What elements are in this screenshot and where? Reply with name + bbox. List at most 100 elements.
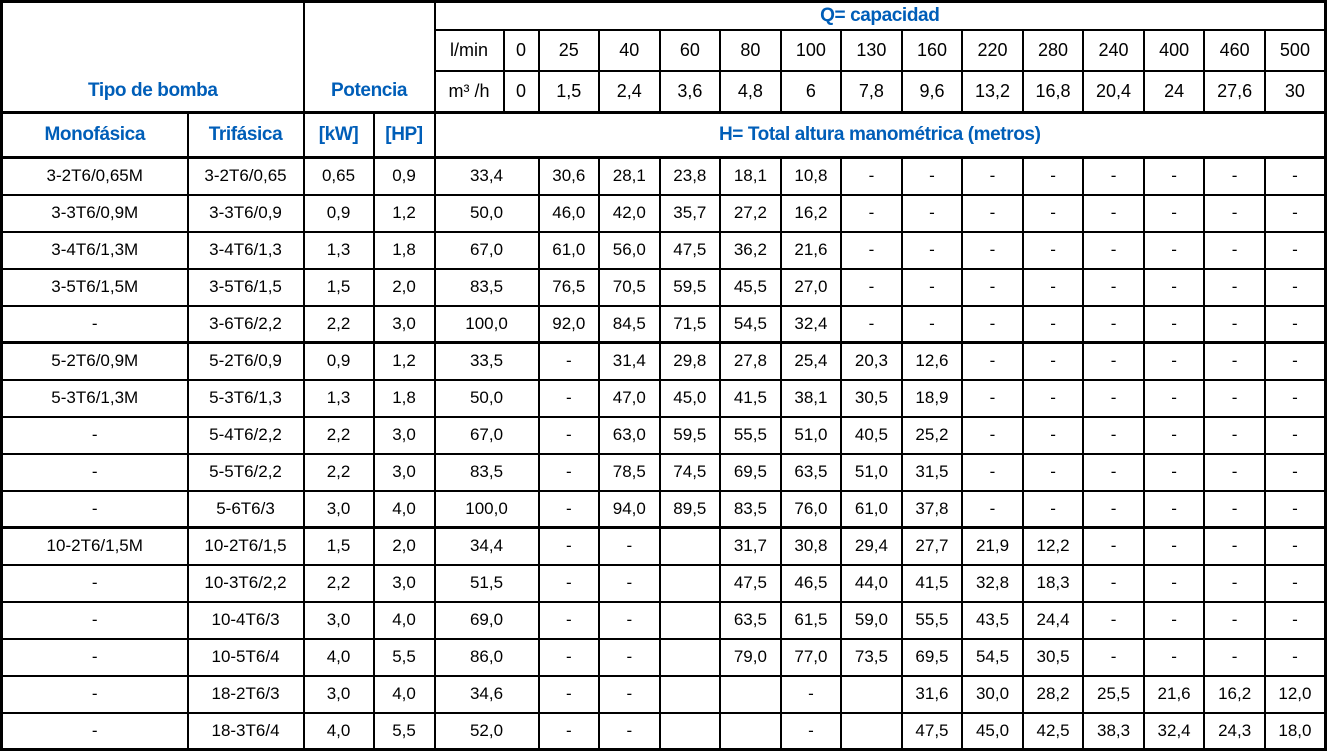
h-value-cell: - bbox=[1263, 230, 1327, 270]
lmin-value: 40 bbox=[598, 28, 661, 72]
h-value-cell: - bbox=[1082, 267, 1145, 307]
h-value-cell: 40,5 bbox=[840, 415, 903, 455]
lmin-value: 25 bbox=[537, 28, 601, 72]
h-value-cell: - bbox=[537, 378, 601, 418]
table-row: 5-3T6/1,3M 5-3T6/1,3 1,3 1,8 50,0-47,0 45,0 41… bbox=[0, 378, 1327, 418]
h-value-cell: 63,5 bbox=[779, 452, 843, 492]
h-value-cell: 18,9 bbox=[900, 378, 964, 418]
h-value-cell: 37,8 bbox=[900, 489, 964, 529]
h-value-cell: - bbox=[1263, 193, 1327, 233]
h-value-cell: - bbox=[1082, 637, 1145, 677]
h-value-cell: - bbox=[1203, 452, 1266, 492]
pump-tri-cell: 3-2T6/0,65 bbox=[186, 156, 305, 196]
h-value-cell: - bbox=[1142, 526, 1206, 566]
lmin-value: 130 bbox=[840, 28, 903, 72]
lmin-value: 280 bbox=[1021, 28, 1085, 72]
h-value-cell: 92,0 bbox=[537, 304, 601, 344]
h-value-cell: 45,0 bbox=[961, 711, 1024, 751]
h-value-cell: - bbox=[1082, 193, 1145, 233]
hp-cell: 3,0 bbox=[372, 304, 436, 344]
h-value-cell: 21,6 bbox=[1142, 674, 1206, 714]
h-value-cell: - bbox=[1263, 378, 1327, 418]
h-value-cell: - bbox=[1142, 267, 1206, 307]
h-value-cell: - bbox=[1021, 267, 1085, 307]
pump-tri-cell: 5-2T6/0,9 bbox=[186, 341, 305, 381]
lmin-header-row: l/min 0 25 40 60 80 100 130 160 220 280 240 400 460 5… bbox=[2, 28, 1327, 72]
hp-cell: 4,0 bbox=[372, 489, 436, 529]
h-value-cell: 63,5 bbox=[719, 600, 782, 640]
h-value-cell: - bbox=[537, 415, 601, 455]
m3h-value: 0 bbox=[502, 69, 540, 114]
h-value-cell: 38,3 bbox=[1082, 711, 1145, 751]
kw-cell: 1,5 bbox=[302, 526, 375, 566]
table-row: -18-2T6/3 3,0 4,0 34,6- - -31,6 30,0 28,2 25,5 21… bbox=[0, 674, 1327, 714]
kw-cell: 0,9 bbox=[302, 341, 375, 381]
kw-cell: 4,0 bbox=[302, 711, 375, 751]
h-value-cell: - bbox=[1142, 378, 1206, 418]
h-value-cell: - bbox=[900, 193, 964, 233]
pump-mono-cell: 3-4T6/1,3M bbox=[0, 230, 189, 270]
h-value-cell: - bbox=[1021, 193, 1085, 233]
h-value-cell: - bbox=[1142, 193, 1206, 233]
h-value-cell: 55,5 bbox=[719, 415, 782, 455]
h-value-cell: - bbox=[961, 378, 1024, 418]
h-value-cell: - bbox=[1263, 452, 1327, 492]
h-value-cell: 47,5 bbox=[658, 230, 722, 270]
h-value-cell: - bbox=[961, 415, 1024, 455]
h-value-cell: - bbox=[900, 304, 964, 344]
h-value-cell: - bbox=[1203, 489, 1266, 529]
h-value-cell: - bbox=[1263, 341, 1327, 381]
m3h-value: 6 bbox=[779, 69, 843, 114]
kw-cell: 3,0 bbox=[302, 674, 375, 714]
pump-mono-cell: - bbox=[0, 452, 189, 492]
h-value-cell: - bbox=[1021, 156, 1085, 196]
hp-cell: 2,0 bbox=[372, 526, 436, 566]
h-value-cell: 41,5 bbox=[900, 563, 964, 603]
table-row: 10-2T6/1,5M 10-2T6/1,5 1,5 2,0 34,4- -31,7 30,… bbox=[0, 526, 1327, 566]
h-value-cell: 42,0 bbox=[598, 193, 661, 233]
h-value-cell: - bbox=[900, 156, 964, 196]
pump-mono-cell: - bbox=[0, 674, 189, 714]
m3h-value: 7,8 bbox=[840, 69, 903, 114]
h-value-cell: 46,5 bbox=[779, 563, 843, 603]
h-value-cell: - bbox=[1203, 341, 1266, 381]
h-value-cell: - bbox=[1263, 489, 1327, 529]
h-value-cell: - bbox=[840, 267, 903, 307]
h-value-cell: 73,5 bbox=[840, 637, 903, 677]
h-value-cell: - bbox=[1263, 637, 1327, 677]
lmin-value: 80 bbox=[719, 28, 782, 72]
h-value-cell: - bbox=[1203, 637, 1266, 677]
h-value-cell: 16,2 bbox=[779, 193, 843, 233]
pump-mono-cell: - bbox=[0, 489, 189, 529]
h-value-cell: 59,5 bbox=[658, 267, 722, 307]
pump-mono-cell: 10-2T6/1,5M bbox=[0, 526, 189, 566]
h-value-cell: 94,0 bbox=[598, 489, 661, 529]
h-value-cell: - bbox=[1082, 563, 1145, 603]
h-value-cell: 45,5 bbox=[719, 267, 782, 307]
h-value-cell: 100,0 bbox=[433, 489, 540, 529]
h-value-cell bbox=[658, 600, 722, 640]
h-value-cell: 34,4 bbox=[433, 526, 540, 566]
h-value-cell: 61,5 bbox=[779, 600, 843, 640]
h-value-cell bbox=[719, 711, 782, 751]
h-value-cell: 61,0 bbox=[840, 489, 903, 529]
h-value-cell: - bbox=[961, 452, 1024, 492]
h-value-cell: 63,0 bbox=[598, 415, 661, 455]
h-value-cell: - bbox=[1263, 526, 1327, 566]
kw-header: [kW] bbox=[302, 111, 375, 159]
lmin-value: 0 bbox=[502, 28, 540, 72]
pump-mono-cell: 3-5T6/1,5M bbox=[0, 267, 189, 307]
table-row: -5-6T6/3 3,0 4,0 100,0-94,0 89,5 83,5 76,0 61,0… bbox=[0, 489, 1327, 529]
h-value-cell: 31,4 bbox=[598, 341, 661, 381]
h-value-cell: - bbox=[1263, 267, 1327, 307]
h-value-cell: 34,6 bbox=[433, 674, 540, 714]
h-value-cell: 61,0 bbox=[537, 230, 601, 270]
tipo-de-bomba-header: Tipo de bomba bbox=[0, 0, 305, 114]
lmin-value: 220 bbox=[961, 28, 1024, 72]
h-value-cell: 43,5 bbox=[961, 600, 1024, 640]
lmin-value: 460 bbox=[1203, 28, 1266, 72]
pump-tri-cell: 18-3T6/4 bbox=[186, 711, 305, 751]
kw-cell: 2,2 bbox=[302, 563, 375, 603]
lmin-value: 60 bbox=[658, 28, 722, 72]
